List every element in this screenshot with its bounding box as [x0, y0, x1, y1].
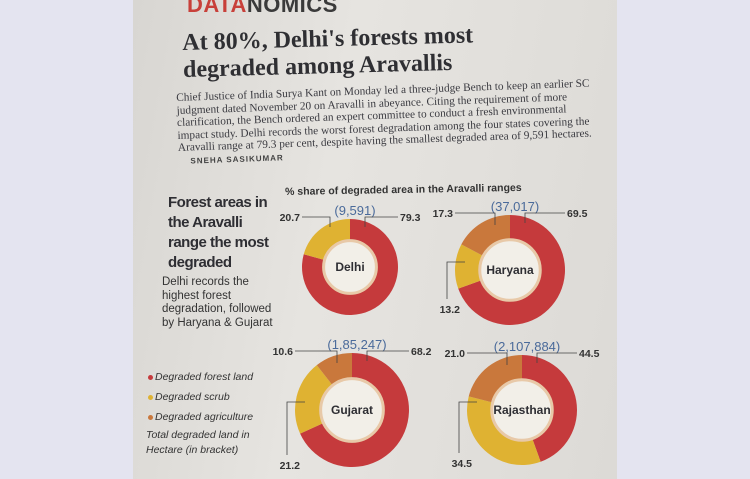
section-brand: DATANOMICS [187, 0, 338, 18]
agriculture-value-label-gujarat: 10.6 [273, 346, 294, 358]
leader-line [302, 216, 331, 227]
scrub-dot-icon [148, 394, 153, 400]
donut-slice-delhi-0 [302, 219, 399, 316]
donut-slice-gujarat-0 [300, 353, 409, 467]
state-label-rajasthan: Rajasthan [493, 403, 550, 417]
leader-line [467, 352, 508, 365]
legend-label: Degraded scrub [155, 391, 230, 403]
state-label-gujarat: Gujarat [331, 403, 373, 417]
leader-line [366, 350, 409, 361]
donut-center-delhi [322, 239, 378, 295]
legend-item-forest: Degraded forest land [148, 367, 253, 387]
donut-slice-delhi-1 [303, 219, 350, 260]
graphic-title: Forest areas in the Aravalli range the m… [168, 194, 269, 271]
donut-center-haryana [478, 238, 542, 302]
donut-slice-gujarat-1 [295, 365, 333, 434]
donut-slice-rajasthan-1 [467, 396, 541, 466]
legend-label: Degraded agriculture [155, 411, 254, 423]
donut-center-gujarat [319, 377, 385, 443]
total-area-label-rajasthan: (2,107,884) [494, 339, 561, 354]
leader-line [446, 261, 465, 299]
total-area-label-haryana: (37,017) [491, 199, 539, 214]
forest-dot-icon [148, 374, 153, 380]
total-area-label-delhi: (9,591) [334, 203, 375, 218]
state-label-delhi: Delhi [335, 260, 364, 274]
leader-line [458, 401, 477, 453]
scrub-value-label-delhi: 20.7 [280, 212, 301, 224]
donut-slice-haryana-1 [455, 244, 484, 289]
leader-line [536, 352, 577, 363]
donut-slice-haryana-2 [461, 215, 510, 256]
scrub-value-label-rajasthan: 34.5 [452, 458, 473, 470]
brand-part-1: DATA [187, 0, 247, 17]
forest-value-label-gujarat: 68.2 [411, 346, 432, 358]
agriculture-value-label-rajasthan: 21.0 [445, 348, 466, 360]
scrub-value-label-gujarat: 21.2 [280, 460, 301, 472]
leader-line [455, 212, 496, 225]
brand-part-2: NOMICS [246, 0, 338, 17]
agriculture-value-label-haryana: 17.3 [433, 208, 454, 220]
agriculture-dot-icon [148, 414, 153, 420]
scrub-value-label-haryana: 13.2 [440, 304, 461, 316]
donut-slice-rajasthan-2 [468, 354, 522, 403]
legend-label: Degraded forest land [155, 371, 254, 383]
donut-slice-gujarat-2 [316, 353, 352, 386]
legend: Degraded forest land Degraded scrub Degr… [148, 367, 253, 427]
leader-line [286, 401, 305, 455]
forest-value-label-rajasthan: 44.5 [579, 348, 600, 360]
legend-note: Total degraded land in Hectare (in brack… [146, 429, 250, 456]
leader-line [295, 350, 338, 363]
donut-center-rajasthan [490, 378, 554, 442]
leader-line [524, 212, 565, 223]
state-label-haryana: Haryana [486, 263, 534, 277]
forest-value-label-delhi: 79.3 [400, 212, 421, 224]
total-area-label-gujarat: (1,85,247) [327, 337, 386, 352]
legend-item-scrub: Degraded scrub [148, 387, 253, 407]
legend-item-agriculture: Degraded agriculture [148, 407, 253, 427]
leader-line [364, 216, 398, 227]
donut-slice-haryana-0 [458, 215, 565, 325]
graphic-description: Delhi records the highest forest degrada… [162, 276, 273, 329]
forest-value-label-haryana: 69.5 [567, 208, 588, 220]
